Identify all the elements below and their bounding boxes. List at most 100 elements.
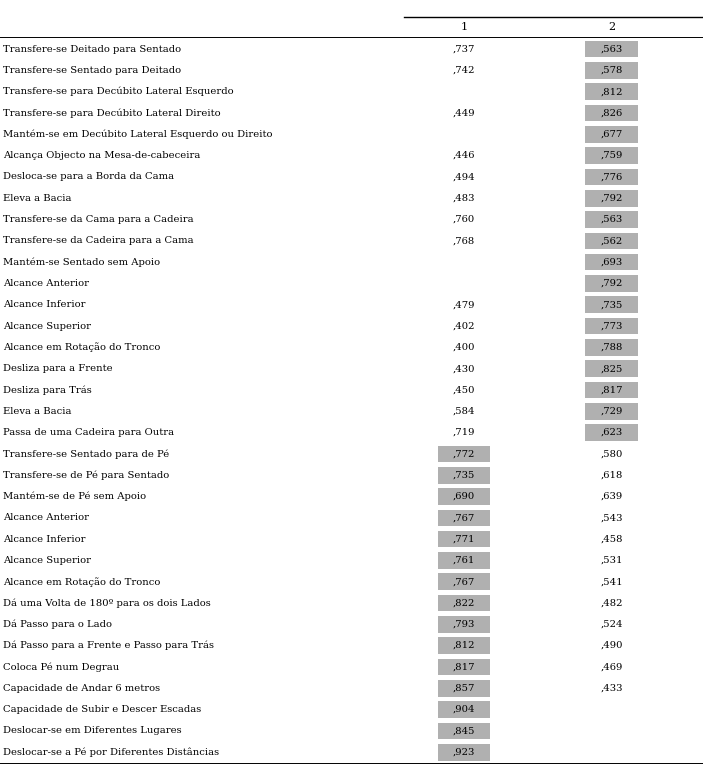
Text: Alcance Superior: Alcance Superior: [3, 321, 91, 331]
Text: ,767: ,767: [453, 578, 475, 586]
Text: ,563: ,563: [600, 45, 623, 54]
Text: ,812: ,812: [600, 87, 623, 96]
Text: Alcance Anterior: Alcance Anterior: [3, 279, 89, 288]
Text: ,693: ,693: [600, 258, 623, 267]
Text: ,742: ,742: [453, 66, 475, 75]
FancyBboxPatch shape: [586, 62, 638, 78]
Text: ,793: ,793: [453, 620, 475, 629]
Text: ,494: ,494: [453, 172, 475, 181]
FancyBboxPatch shape: [438, 638, 491, 654]
Text: ,618: ,618: [600, 471, 623, 480]
FancyBboxPatch shape: [586, 105, 638, 122]
Text: ,767: ,767: [453, 514, 475, 522]
Text: ,822: ,822: [453, 598, 475, 608]
FancyBboxPatch shape: [586, 403, 638, 420]
FancyBboxPatch shape: [586, 424, 638, 441]
Text: ,788: ,788: [600, 343, 623, 352]
Text: ,479: ,479: [453, 300, 475, 309]
Text: ,639: ,639: [600, 492, 623, 501]
Text: ,402: ,402: [453, 321, 475, 331]
FancyBboxPatch shape: [586, 41, 638, 58]
Text: ,792: ,792: [600, 279, 623, 288]
FancyBboxPatch shape: [586, 318, 638, 335]
Text: ,776: ,776: [600, 172, 623, 181]
Text: ,773: ,773: [600, 321, 623, 331]
FancyBboxPatch shape: [586, 381, 638, 398]
Text: ,482: ,482: [600, 598, 623, 608]
FancyBboxPatch shape: [438, 510, 491, 526]
Text: ,904: ,904: [453, 705, 475, 714]
Text: ,768: ,768: [453, 236, 475, 245]
Text: Dá uma Volta de 180º para os dois Lados: Dá uma Volta de 180º para os dois Lados: [3, 598, 211, 608]
Text: Alcance Anterior: Alcance Anterior: [3, 514, 89, 522]
Text: ,735: ,735: [453, 471, 475, 480]
Text: ,562: ,562: [600, 236, 623, 245]
Text: ,563: ,563: [600, 215, 623, 224]
Text: ,458: ,458: [600, 534, 623, 544]
Text: Alcance em Rotação do Tronco: Alcance em Rotação do Tronco: [3, 577, 160, 587]
FancyBboxPatch shape: [438, 594, 491, 611]
FancyBboxPatch shape: [586, 297, 638, 313]
FancyBboxPatch shape: [586, 254, 638, 271]
Text: Capacidade de Andar 6 metros: Capacidade de Andar 6 metros: [3, 684, 160, 693]
Text: Dá Passo para a Frente e Passo para Trás: Dá Passo para a Frente e Passo para Trás: [3, 641, 214, 651]
Text: ,737: ,737: [453, 45, 475, 54]
Text: Transfere-se da Cadeira para a Cama: Transfere-se da Cadeira para a Cama: [3, 236, 193, 245]
Text: ,543: ,543: [600, 514, 623, 522]
Text: ,845: ,845: [453, 727, 475, 735]
Text: Mantém-se em Decúbito Lateral Esquerdo ou Direito: Mantém-se em Decúbito Lateral Esquerdo o…: [3, 129, 272, 139]
FancyBboxPatch shape: [586, 211, 638, 228]
FancyBboxPatch shape: [438, 552, 491, 569]
FancyBboxPatch shape: [438, 701, 491, 718]
FancyBboxPatch shape: [438, 659, 491, 675]
FancyBboxPatch shape: [438, 723, 491, 739]
FancyBboxPatch shape: [586, 275, 638, 291]
Text: ,771: ,771: [453, 534, 475, 544]
Text: Transfere-se Deitado para Sentado: Transfere-se Deitado para Sentado: [3, 45, 181, 54]
Text: Alcance Inferior: Alcance Inferior: [3, 534, 85, 544]
FancyBboxPatch shape: [586, 232, 638, 249]
Text: ,792: ,792: [600, 194, 623, 203]
FancyBboxPatch shape: [438, 531, 491, 548]
Text: Mantém-se de Pé sem Apoio: Mantém-se de Pé sem Apoio: [3, 491, 146, 501]
Text: 2: 2: [608, 22, 615, 32]
Text: ,578: ,578: [600, 66, 623, 75]
Text: Deslocar-se a Pé por Diferentes Distâncias: Deslocar-se a Pé por Diferentes Distânci…: [3, 747, 219, 757]
Text: Transfere-se para Decúbito Lateral Esquerdo: Transfere-se para Decúbito Lateral Esque…: [3, 87, 233, 96]
Text: ,729: ,729: [600, 407, 623, 416]
Text: ,580: ,580: [600, 449, 623, 458]
Text: ,857: ,857: [453, 684, 475, 693]
Text: Transfere-se Sentado para de Pé: Transfere-se Sentado para de Pé: [3, 449, 169, 458]
Text: Alcance em Rotação do Tronco: Alcance em Rotação do Tronco: [3, 342, 160, 352]
FancyBboxPatch shape: [586, 83, 638, 100]
Text: ,735: ,735: [600, 300, 623, 309]
FancyBboxPatch shape: [438, 744, 491, 761]
Text: ,719: ,719: [453, 428, 475, 437]
Text: ,623: ,623: [600, 428, 623, 437]
Text: ,433: ,433: [600, 684, 623, 693]
Text: ,483: ,483: [453, 194, 475, 203]
Text: ,524: ,524: [600, 620, 623, 629]
Text: ,584: ,584: [453, 407, 475, 416]
Text: Transfere-se para Decúbito Lateral Direito: Transfere-se para Decúbito Lateral Direi…: [3, 108, 221, 118]
Text: ,400: ,400: [453, 343, 475, 352]
Text: ,690: ,690: [453, 492, 475, 501]
FancyBboxPatch shape: [586, 339, 638, 356]
Text: ,430: ,430: [453, 365, 475, 373]
Text: Deslocar-se em Diferentes Lugares: Deslocar-se em Diferentes Lugares: [3, 727, 181, 735]
Text: ,772: ,772: [453, 449, 475, 458]
FancyBboxPatch shape: [438, 616, 491, 633]
Text: ,446: ,446: [453, 151, 475, 160]
Text: ,817: ,817: [453, 662, 475, 671]
FancyBboxPatch shape: [586, 190, 638, 207]
Text: Alcance Inferior: Alcance Inferior: [3, 300, 85, 309]
Text: Desloca-se para a Borda da Cama: Desloca-se para a Borda da Cama: [3, 172, 174, 181]
Text: Desliza para a Frente: Desliza para a Frente: [3, 365, 112, 373]
FancyBboxPatch shape: [438, 488, 491, 504]
Text: Transfere-se da Cama para a Cadeira: Transfere-se da Cama para a Cadeira: [3, 215, 193, 224]
Text: ,760: ,760: [453, 215, 475, 224]
FancyBboxPatch shape: [438, 467, 491, 484]
Text: ,812: ,812: [453, 641, 475, 650]
Text: Alcance Superior: Alcance Superior: [3, 556, 91, 565]
Text: 1: 1: [460, 22, 467, 32]
